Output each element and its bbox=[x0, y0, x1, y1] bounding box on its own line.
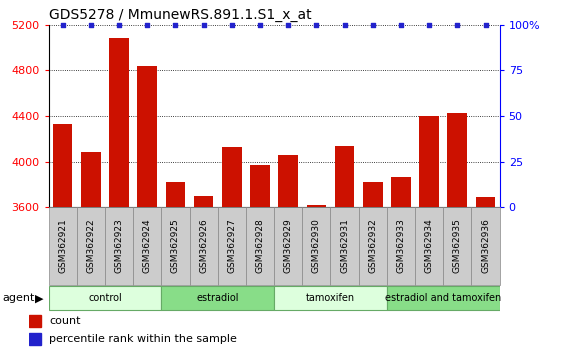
Text: GSM362929: GSM362929 bbox=[284, 219, 293, 273]
FancyBboxPatch shape bbox=[274, 286, 387, 310]
FancyBboxPatch shape bbox=[190, 207, 218, 285]
Text: GSM362924: GSM362924 bbox=[143, 219, 152, 273]
Point bbox=[368, 22, 377, 28]
Bar bbox=[363, 182, 383, 207]
Text: GSM362928: GSM362928 bbox=[255, 219, 264, 273]
Bar bbox=[109, 39, 129, 207]
Bar bbox=[278, 155, 298, 207]
FancyBboxPatch shape bbox=[218, 207, 246, 285]
FancyBboxPatch shape bbox=[105, 207, 133, 285]
FancyBboxPatch shape bbox=[443, 207, 472, 285]
Bar bbox=[307, 205, 326, 207]
Point bbox=[255, 22, 264, 28]
Point bbox=[86, 22, 95, 28]
Text: tamoxifen: tamoxifen bbox=[306, 293, 355, 303]
FancyBboxPatch shape bbox=[162, 286, 274, 310]
Bar bbox=[29, 333, 42, 345]
Text: control: control bbox=[88, 293, 122, 303]
Text: GSM362921: GSM362921 bbox=[58, 219, 67, 273]
Point bbox=[284, 22, 293, 28]
FancyBboxPatch shape bbox=[49, 207, 77, 285]
Text: estradiol and tamoxifen: estradiol and tamoxifen bbox=[385, 293, 501, 303]
Text: estradiol: estradiol bbox=[196, 293, 239, 303]
Bar bbox=[335, 145, 355, 207]
Bar bbox=[476, 197, 496, 207]
Bar bbox=[250, 165, 270, 207]
Bar bbox=[222, 147, 242, 207]
Text: GSM362935: GSM362935 bbox=[453, 218, 462, 274]
Text: GSM362923: GSM362923 bbox=[115, 219, 123, 273]
Text: GSM362930: GSM362930 bbox=[312, 218, 321, 274]
Point bbox=[114, 22, 123, 28]
FancyBboxPatch shape bbox=[387, 286, 500, 310]
FancyBboxPatch shape bbox=[274, 207, 302, 285]
Text: GSM362925: GSM362925 bbox=[171, 219, 180, 273]
Text: GSM362922: GSM362922 bbox=[86, 219, 95, 273]
FancyBboxPatch shape bbox=[162, 207, 190, 285]
Bar bbox=[81, 152, 100, 207]
Bar bbox=[166, 182, 185, 207]
Text: GSM362926: GSM362926 bbox=[199, 219, 208, 273]
Bar bbox=[53, 124, 73, 207]
Text: GSM362932: GSM362932 bbox=[368, 219, 377, 273]
Text: GSM362931: GSM362931 bbox=[340, 218, 349, 274]
Bar bbox=[419, 116, 439, 207]
Bar bbox=[138, 66, 157, 207]
Text: GSM362927: GSM362927 bbox=[227, 219, 236, 273]
Point bbox=[481, 22, 490, 28]
FancyBboxPatch shape bbox=[359, 207, 387, 285]
Point bbox=[453, 22, 462, 28]
FancyBboxPatch shape bbox=[77, 207, 105, 285]
Point bbox=[340, 22, 349, 28]
FancyBboxPatch shape bbox=[302, 207, 331, 285]
FancyBboxPatch shape bbox=[49, 286, 162, 310]
Text: GSM362934: GSM362934 bbox=[425, 219, 433, 273]
Text: percentile rank within the sample: percentile rank within the sample bbox=[49, 334, 237, 344]
Bar bbox=[194, 196, 214, 207]
Bar bbox=[391, 177, 411, 207]
Text: count: count bbox=[49, 316, 81, 326]
Bar bbox=[448, 113, 467, 207]
Bar bbox=[29, 315, 42, 327]
Text: ▶: ▶ bbox=[35, 293, 44, 303]
Point bbox=[227, 22, 236, 28]
Point bbox=[199, 22, 208, 28]
Text: agent: agent bbox=[3, 293, 35, 303]
Point bbox=[312, 22, 321, 28]
Text: GDS5278 / MmunewRS.891.1.S1_x_at: GDS5278 / MmunewRS.891.1.S1_x_at bbox=[49, 8, 311, 22]
FancyBboxPatch shape bbox=[133, 207, 162, 285]
Text: GSM362933: GSM362933 bbox=[396, 218, 405, 274]
FancyBboxPatch shape bbox=[246, 207, 274, 285]
FancyBboxPatch shape bbox=[331, 207, 359, 285]
Point bbox=[425, 22, 434, 28]
FancyBboxPatch shape bbox=[387, 207, 415, 285]
FancyBboxPatch shape bbox=[472, 207, 500, 285]
Point bbox=[58, 22, 67, 28]
Text: GSM362936: GSM362936 bbox=[481, 218, 490, 274]
Point bbox=[171, 22, 180, 28]
Point bbox=[396, 22, 405, 28]
Point bbox=[143, 22, 152, 28]
FancyBboxPatch shape bbox=[415, 207, 443, 285]
